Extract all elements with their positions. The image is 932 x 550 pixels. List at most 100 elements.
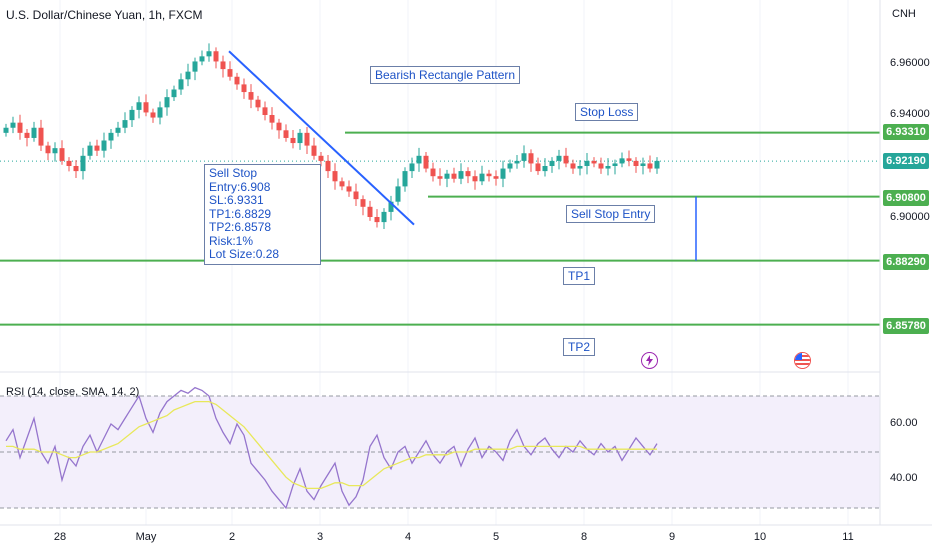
- candle: [493, 170, 499, 186]
- candle-body: [647, 163, 653, 169]
- candle-body: [339, 181, 345, 187]
- candle-body: [332, 171, 338, 182]
- candle-body: [31, 127, 37, 138]
- candle: [227, 61, 233, 81]
- candle: [332, 163, 338, 190]
- candle: [437, 168, 443, 186]
- info-entry: Sell Stop Entry:6.908: [209, 166, 271, 194]
- candle: [66, 157, 72, 172]
- candle-body: [241, 84, 247, 93]
- candle-body: [521, 153, 527, 161]
- candle: [549, 157, 555, 173]
- tp2-label[interactable]: TP2: [563, 338, 596, 356]
- price-tag-current: 6.92190: [883, 153, 929, 169]
- candle: [143, 94, 149, 117]
- candle-body: [66, 160, 72, 166]
- lightning-icon[interactable]: [641, 352, 658, 369]
- rsi-ma-line: [6, 400, 657, 490]
- candle: [591, 157, 597, 168]
- candle: [416, 147, 422, 172]
- candle: [374, 209, 380, 228]
- candle: [353, 183, 359, 207]
- x-tick-3: 3: [316, 531, 324, 543]
- candle: [255, 95, 261, 112]
- candle-body: [171, 89, 177, 98]
- candle: [381, 208, 387, 229]
- candle-body: [619, 158, 625, 164]
- candle: [185, 63, 191, 87]
- candle-body: [213, 51, 219, 62]
- candle-body: [164, 97, 170, 108]
- candle-body: [136, 102, 142, 110]
- candle-body: [24, 132, 30, 138]
- candle: [276, 118, 282, 139]
- candle-body: [402, 171, 408, 187]
- candle-body: [227, 69, 233, 77]
- candle: [31, 121, 37, 142]
- candle: [654, 157, 660, 174]
- trade-info-box[interactable]: Sell Stop Entry:6.908 SL:6.9331 TP1:6.88…: [204, 164, 321, 265]
- info-sl: SL:6.9331: [209, 193, 264, 207]
- candle-body: [192, 61, 198, 72]
- candle-body: [38, 127, 44, 146]
- candle-body: [388, 201, 394, 212]
- candle: [619, 152, 625, 168]
- x-tick-2: 2: [228, 531, 236, 543]
- x-tick-5: 5: [492, 531, 500, 543]
- candle: [297, 129, 303, 150]
- candle-body: [73, 166, 79, 172]
- trend-line[interactable]: [228, 50, 415, 226]
- candle-body: [556, 155, 562, 161]
- us-flag-icon[interactable]: [794, 352, 811, 369]
- candle: [528, 149, 534, 172]
- stop-loss-label[interactable]: Stop Loss: [575, 103, 639, 121]
- candle-body: [150, 112, 156, 118]
- candle-body: [486, 173, 492, 177]
- candle-body: [297, 132, 303, 144]
- candle: [633, 157, 639, 173]
- candle: [10, 116, 16, 134]
- tp1-label[interactable]: TP1: [563, 267, 596, 285]
- candle-body: [220, 61, 226, 70]
- candle: [199, 50, 205, 66]
- candle-body: [318, 155, 324, 161]
- candle: [108, 129, 114, 149]
- candle-body: [122, 120, 128, 128]
- price-tag-tp2: 6.85780: [883, 318, 929, 334]
- candle-body: [206, 51, 212, 57]
- candle: [514, 155, 520, 169]
- candle: [472, 170, 478, 190]
- candle: [73, 160, 79, 178]
- candle-body: [185, 71, 191, 80]
- candle: [577, 160, 583, 176]
- candle: [367, 200, 373, 221]
- candle-body: [640, 163, 646, 166]
- info-lot-size: Lot Size:0.28: [209, 247, 280, 261]
- level-lines: [0, 131, 880, 326]
- candle: [612, 159, 618, 175]
- candle: [640, 157, 646, 175]
- candle-body: [360, 199, 366, 207]
- rsi-tick-60: 60.00: [890, 417, 918, 429]
- candle: [283, 124, 289, 142]
- price-tag-entry: 6.90800: [883, 190, 929, 206]
- candle-body: [500, 168, 506, 179]
- rsi-line: [5, 386, 658, 510]
- candle: [339, 177, 345, 191]
- candle-body: [430, 168, 436, 177]
- candle-body: [563, 155, 569, 164]
- candle: [178, 73, 184, 95]
- candle-body: [395, 186, 401, 202]
- candle-body: [472, 176, 478, 182]
- candle-body: [458, 171, 464, 179]
- candle-body: [465, 171, 471, 177]
- candles[interactable]: [3, 43, 660, 229]
- candle-body: [311, 145, 317, 156]
- sell-stop-entry-label[interactable]: Sell Stop Entry: [566, 205, 656, 223]
- price-tag-stop-loss: 6.93310: [883, 124, 929, 140]
- candle: [101, 132, 107, 158]
- candle-body: [514, 160, 520, 164]
- pattern-label[interactable]: Bearish Rectangle Pattern: [370, 66, 521, 84]
- candle: [122, 112, 128, 134]
